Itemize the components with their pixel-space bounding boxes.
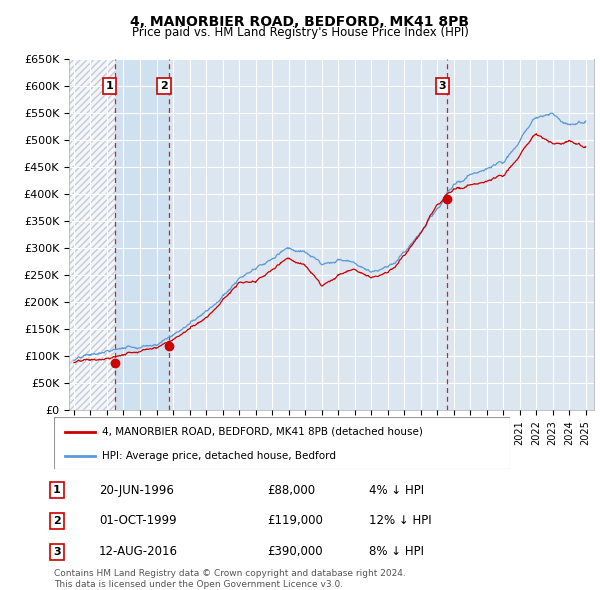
Text: HPI: Average price, detached house, Bedford: HPI: Average price, detached house, Bedf… bbox=[102, 451, 336, 461]
Text: 01-OCT-1999: 01-OCT-1999 bbox=[99, 514, 176, 527]
Text: 12% ↓ HPI: 12% ↓ HPI bbox=[369, 514, 431, 527]
Text: £119,000: £119,000 bbox=[267, 514, 323, 527]
Text: 1: 1 bbox=[106, 81, 113, 91]
Text: 3: 3 bbox=[439, 81, 446, 91]
Text: 4, MANORBIER ROAD, BEDFORD, MK41 8PB (detached house): 4, MANORBIER ROAD, BEDFORD, MK41 8PB (de… bbox=[102, 427, 423, 437]
Text: £88,000: £88,000 bbox=[267, 484, 315, 497]
Text: 3: 3 bbox=[53, 547, 61, 556]
Bar bbox=[115, 59, 169, 410]
Text: 8% ↓ HPI: 8% ↓ HPI bbox=[369, 545, 424, 558]
Text: Price paid vs. HM Land Registry's House Price Index (HPI): Price paid vs. HM Land Registry's House … bbox=[131, 26, 469, 39]
Text: 12-AUG-2016: 12-AUG-2016 bbox=[99, 545, 178, 558]
Text: 20-JUN-1996: 20-JUN-1996 bbox=[99, 484, 174, 497]
FancyBboxPatch shape bbox=[54, 417, 510, 469]
Text: 1: 1 bbox=[53, 486, 61, 495]
Text: 4, MANORBIER ROAD, BEDFORD, MK41 8PB: 4, MANORBIER ROAD, BEDFORD, MK41 8PB bbox=[131, 15, 470, 29]
Text: £390,000: £390,000 bbox=[267, 545, 323, 558]
Text: 2: 2 bbox=[53, 516, 61, 526]
Bar bbox=[69, 59, 115, 410]
Bar bbox=[69, 59, 115, 410]
Text: 2: 2 bbox=[160, 81, 168, 91]
Text: 4% ↓ HPI: 4% ↓ HPI bbox=[369, 484, 424, 497]
Text: Contains HM Land Registry data © Crown copyright and database right 2024.
This d: Contains HM Land Registry data © Crown c… bbox=[54, 569, 406, 589]
